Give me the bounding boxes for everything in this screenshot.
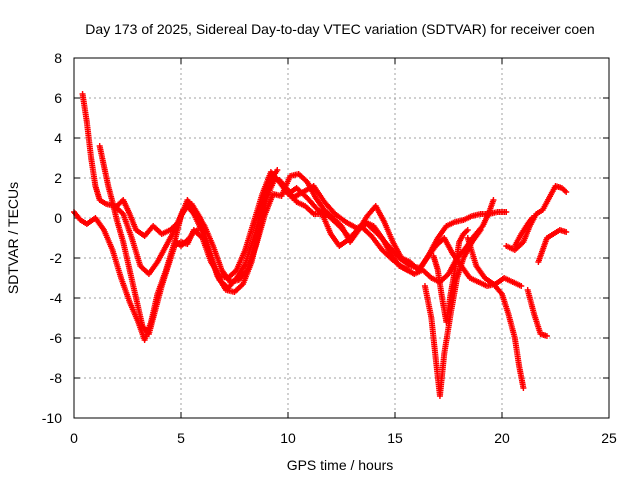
y-axis-label: SDTVAR / TECUs <box>5 182 21 294</box>
series-arc-13 <box>511 215 535 249</box>
chart-title: Day 173 of 2025, Sidereal Day-to-day VTE… <box>85 21 594 37</box>
series-arc-12 <box>535 227 570 265</box>
y-tick-label: -10 <box>42 410 62 426</box>
y-tick-label: 4 <box>54 130 62 146</box>
data-point-marker <box>477 227 484 233</box>
y-tick-label: 8 <box>54 50 62 66</box>
y-tick-label: 2 <box>54 170 62 186</box>
data-series <box>71 91 570 399</box>
series-arc-7 <box>421 227 484 399</box>
axis-ticks <box>73 57 610 419</box>
y-tick-label: 0 <box>54 210 62 226</box>
x-tick-label: 15 <box>387 430 403 446</box>
y-tick-label: -6 <box>50 330 63 346</box>
series-arc-2 <box>79 91 510 295</box>
data-point-marker <box>520 385 527 391</box>
data-point-marker <box>518 283 525 289</box>
data-point-marker <box>528 215 535 221</box>
x-tick-label: 25 <box>601 430 617 446</box>
grid-lines <box>74 58 609 418</box>
data-point-marker <box>274 167 281 173</box>
data-point-marker <box>543 333 550 339</box>
data-point-marker <box>404 267 411 273</box>
x-tick-label: 0 <box>70 430 78 446</box>
y-tick-label: -2 <box>50 250 63 266</box>
y-tick-label: -4 <box>50 290 63 306</box>
x-tick-label: 5 <box>177 430 185 446</box>
x-axis-label: GPS time / hours <box>287 457 394 473</box>
y-tick-label: 6 <box>54 90 62 106</box>
x-tick-label: 20 <box>494 430 510 446</box>
series-arc-5 <box>173 227 202 249</box>
data-point-marker <box>464 227 471 233</box>
series-arc-1 <box>71 167 281 343</box>
plot-frame <box>73 57 610 419</box>
data-point-marker <box>503 209 510 215</box>
y-tick-label: -8 <box>50 370 63 386</box>
series-arc-6 <box>276 177 411 273</box>
data-point-marker <box>563 189 570 195</box>
series-arc-11 <box>524 287 550 339</box>
x-tick-labels: 0 5 10 15 20 25 <box>70 430 617 446</box>
y-tick-labels: -10 -8 -6 -4 -2 0 2 4 6 8 <box>42 50 62 426</box>
data-point-marker <box>563 229 570 235</box>
data-point-marker <box>490 197 497 203</box>
data-point-marker <box>195 227 202 233</box>
series-arc-8 <box>430 227 471 325</box>
x-tick-label: 10 <box>280 430 296 446</box>
series-arc-9 <box>464 235 527 391</box>
